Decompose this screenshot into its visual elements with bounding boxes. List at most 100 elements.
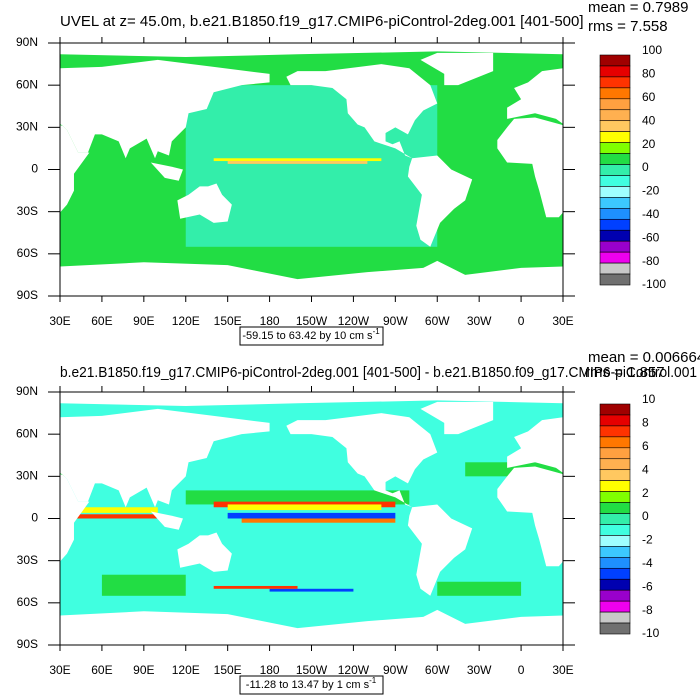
x-tick-label: 180 <box>260 663 280 677</box>
x-tick-label: 120E <box>172 314 200 328</box>
field-band <box>689 85 700 247</box>
x-tick-label: 30E <box>49 314 70 328</box>
land <box>563 261 700 296</box>
land <box>497 466 563 567</box>
colorbar-box <box>599 109 631 122</box>
colorbar-label: -60 <box>642 230 660 244</box>
land <box>563 610 700 645</box>
colorbar-box <box>599 600 631 613</box>
colorbar-box <box>599 469 631 481</box>
field-band <box>227 512 396 519</box>
x-tick-label: 150E <box>214 314 242 328</box>
y-tick-label: 0 <box>31 162 38 176</box>
panel-title: UVEL at z= 45.0m, b.e21.B1850.f19_g17.CM… <box>60 13 584 30</box>
range-label: -11.28 to 13.47 by 1 cm s-1 <box>246 676 377 691</box>
field-band <box>213 158 382 162</box>
mean-stat: mean = 0.006664 <box>588 349 700 366</box>
field-band <box>437 581 522 596</box>
x-tick-label: 30E <box>552 663 573 677</box>
map-panel: 30E 60E 90E 120E 150E 180 150W 120W 90W 60W 30W 0 30… <box>16 349 700 695</box>
colorbar-box <box>599 120 631 132</box>
colorbar-box <box>599 229 631 242</box>
colorbar-box <box>599 175 631 187</box>
land <box>680 533 700 572</box>
x-tick-label: 180 <box>260 314 280 328</box>
colorbar-box <box>599 262 631 275</box>
field-band <box>269 588 354 592</box>
x-tick-label: 0 <box>518 314 525 328</box>
rms-stat: rms = 1.857 <box>585 364 665 381</box>
y-tick-label: 90S <box>17 637 38 651</box>
colorbar-box <box>599 54 631 67</box>
colorbar-label: -100 <box>642 277 666 291</box>
land <box>420 52 494 86</box>
land <box>60 392 563 407</box>
colorbar-box <box>599 524 631 536</box>
map-field <box>60 392 700 645</box>
colorbar-label: -10 <box>642 626 660 640</box>
field-band <box>213 585 298 589</box>
x-tick-label: 120E <box>172 663 200 677</box>
colorbar-box <box>599 76 631 89</box>
colorbar-box <box>599 87 631 100</box>
land <box>60 474 90 562</box>
colorbar-label: 0 <box>642 509 649 523</box>
map-panel: 30E 60E 90E 120E 150E 180 150W 120W 90W 60W 30W 0 30… <box>16 0 700 346</box>
colorbar-label: 0 <box>642 160 649 174</box>
colorbar-label: 6 <box>642 439 649 453</box>
map-field <box>60 43 700 296</box>
x-tick-label: 120W <box>338 314 370 328</box>
colorbar-box <box>599 131 631 143</box>
colorbar-box <box>599 611 631 624</box>
land <box>563 43 700 57</box>
land <box>150 162 183 181</box>
colorbar-label: 4 <box>642 462 649 476</box>
x-tick-label: 150W <box>296 314 328 328</box>
colorbar-box <box>599 535 631 547</box>
colorbar-box <box>599 480 631 492</box>
rms-stat: rms = 7.558 <box>588 18 668 35</box>
x-tick-label: 60W <box>425 663 450 677</box>
colorbar-label: 10 <box>642 392 656 406</box>
land <box>60 59 270 159</box>
field-band <box>241 518 396 523</box>
field-band <box>73 514 158 519</box>
colorbar-label: 20 <box>642 137 656 151</box>
x-tick-label: 90W <box>383 314 408 328</box>
field-band <box>101 574 186 596</box>
x-tick-label: 0 <box>518 663 525 677</box>
land <box>177 183 232 223</box>
colorbar-box <box>599 425 631 438</box>
field-band <box>185 490 410 505</box>
y-tick-label: 30S <box>17 204 38 218</box>
range-label: -59.15 to 63.42 by 10 cm s-1 <box>242 327 380 342</box>
colorbar-box <box>599 557 631 569</box>
x-tick-label: 30W <box>467 663 492 677</box>
colorbar-label: 100 <box>642 43 662 57</box>
y-tick-label: 90N <box>16 384 38 398</box>
colorbar-box <box>599 458 631 471</box>
land <box>286 413 438 508</box>
colorbar-label: -2 <box>642 533 653 547</box>
colorbar-box <box>599 208 631 220</box>
colorbar-label: -80 <box>642 254 660 268</box>
land <box>497 117 563 218</box>
colorbar-label: -20 <box>642 184 660 198</box>
colorbar-label: -4 <box>642 556 653 570</box>
land <box>60 408 270 508</box>
y-tick-label: 60S <box>17 246 38 260</box>
x-tick-label: 120W <box>338 663 370 677</box>
field-band <box>227 504 382 511</box>
x-tick-label: 30E <box>552 314 573 328</box>
colorbar-label: 2 <box>642 486 649 500</box>
colorbar-label: 8 <box>642 416 649 430</box>
colorbar-box <box>599 567 631 580</box>
land <box>407 155 473 247</box>
x-tick-label: 150E <box>214 663 242 677</box>
land <box>60 260 563 296</box>
x-tick-label: 150W <box>296 663 328 677</box>
land <box>150 511 183 530</box>
colorbar-box <box>599 218 631 231</box>
field-band <box>227 161 368 164</box>
